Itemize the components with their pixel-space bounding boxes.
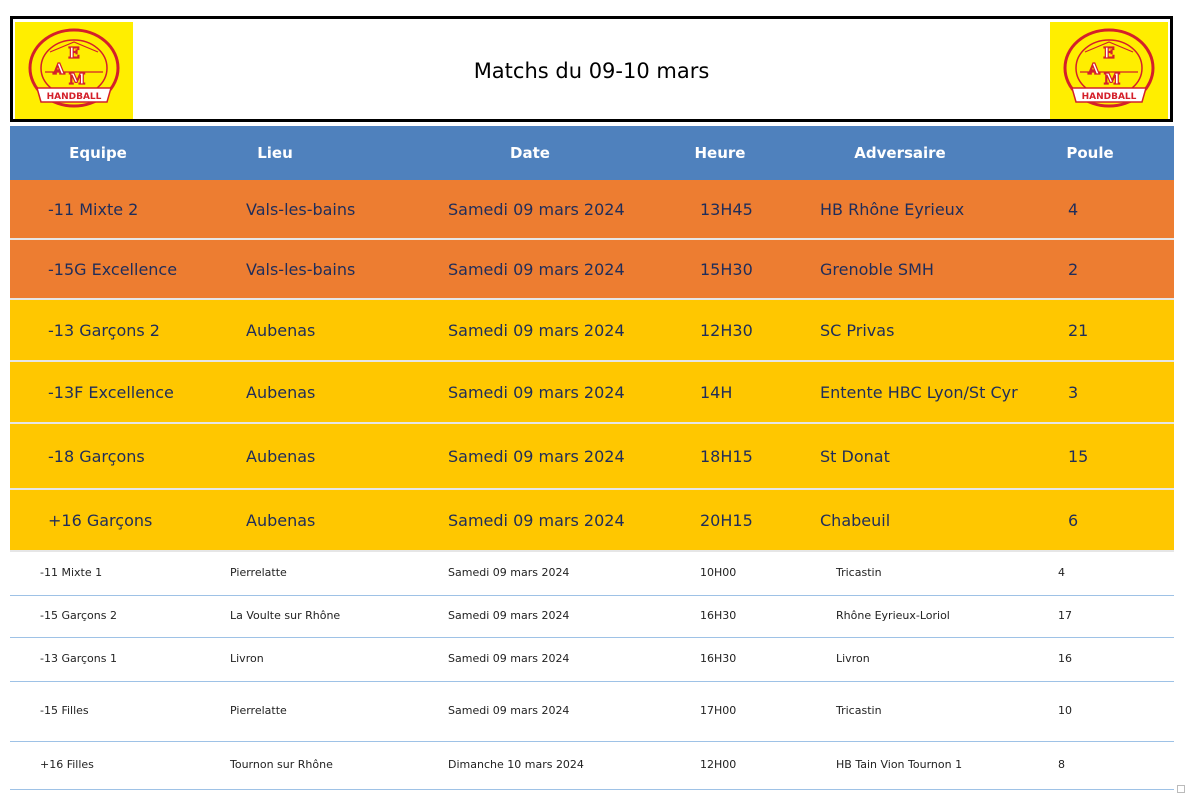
table-row: -15 Filles Pierrelatte Samedi 09 mars 2024… [10,682,1174,742]
table-row: -15G Excellence Vals-les-bains Samedi 09 m… [10,240,1174,300]
cell-adversaire: St Donat [820,447,890,466]
cell-adversaire: Tricastin [836,704,882,717]
cell-lieu: Vals-les-bains [246,260,356,279]
table-row: -13F Excellence Aubenas Samedi 09 mars 202… [10,362,1174,424]
cell-date: Samedi 09 mars 2024 [448,200,625,219]
cell-adversaire: Livron [836,652,870,665]
cell-adversaire: Entente HBC Lyon/St Cyr [820,383,1018,402]
column-header-poule: Poule [1066,144,1114,162]
column-header-date: Date [510,144,550,162]
cell-date: Samedi 09 mars 2024 [448,321,625,340]
cell-equipe: -15 Garçons 2 [40,609,117,622]
cell-equipe: -13 Garçons 2 [48,321,160,340]
cell-lieu: Tournon sur Rhône [230,758,333,771]
cell-poule: 8 [1058,758,1065,771]
cell-adversaire: HB Rhône Eyrieux [820,200,965,219]
cell-date: Samedi 09 mars 2024 [448,511,625,530]
cell-lieu: Aubenas [246,321,316,340]
cell-equipe: -15 Filles [40,704,89,717]
svg-text:E: E [1103,44,1114,62]
cell-heure: 12H00 [700,758,737,771]
cell-equipe: +16 Garçons [48,511,153,530]
page-title: Matchs du 09-10 mars [473,59,710,83]
cell-lieu: Aubenas [246,383,316,402]
cell-poule: 4 [1058,566,1065,579]
cell-equipe: -11 Mixte 2 [48,200,139,219]
svg-text:A: A [52,60,65,78]
cell-heure: 16H30 [700,609,737,622]
column-header-equipe: Equipe [69,144,127,162]
svg-text:A: A [1087,60,1100,78]
table-row: -11 Mixte 1 Pierrelatte Samedi 09 mars 202… [10,552,1174,596]
column-header-lieu: Lieu [257,144,293,162]
cell-equipe: -15G Excellence [48,260,178,279]
cell-date: Dimanche 10 mars 2024 [448,758,584,771]
cell-equipe: -11 Mixte 1 [40,566,103,579]
table-row: +16 Filles Tournon sur Rhône Dimanche 10 m… [10,742,1174,790]
cell-lieu: Pierrelatte [230,704,287,717]
cell-lieu: Livron [230,652,264,665]
svg-text:M: M [69,70,86,88]
cell-lieu: Aubenas [246,511,316,530]
cell-lieu: La Voulte sur Rhône [230,609,341,622]
matches-table: Equipe Lieu Date Heure Adversaire Poule … [10,126,1174,790]
table-row: -13 Garçons 1 Livron Samedi 09 mars 2024 16… [10,638,1174,682]
cell-date: Samedi 09 mars 2024 [448,447,625,466]
table-row: -13 Garçons 2 Aubenas Samedi 09 mars 2024 1… [10,300,1174,362]
cell-poule: 4 [1068,200,1079,219]
table-row: +16 Garçons Aubenas Samedi 09 mars 2024 20H… [10,490,1174,552]
svg-text:M: M [1104,70,1121,88]
table-row: -11 Mixte 2 Vals-les-bains Samedi 09 mars … [10,180,1174,240]
cell-heure: 13H45 [700,200,753,219]
cell-heure: 12H30 [700,321,753,340]
cell-lieu: Pierrelatte [230,566,287,579]
table-row: -18 Garçons Aubenas Samedi 09 mars 2024 18H… [10,424,1174,490]
cell-poule: 16 [1058,652,1072,665]
cell-date: Samedi 09 mars 2024 [448,383,625,402]
cell-equipe: -18 Garçons [48,447,145,466]
club-logo-left: E A M HANDBALL [15,22,133,119]
cell-equipe: +16 Filles [40,758,94,771]
cell-adversaire: Chabeuil [820,511,891,530]
cell-date: Samedi 09 mars 2024 [448,260,625,279]
cell-equipe: -13F Excellence [48,383,174,402]
cell-poule: 10 [1058,704,1072,717]
cell-heure: 16H30 [700,652,737,665]
table-header-row: Equipe Lieu Date Heure Adversaire Poule [10,126,1174,180]
cell-heure: 20H15 [700,511,753,530]
cell-poule: 3 [1068,383,1079,402]
cell-adversaire: Tricastin [836,566,882,579]
cell-adversaire: SC Privas [820,321,895,340]
cell-heure: 15H30 [700,260,753,279]
cell-poule: 15 [1068,447,1089,466]
cell-poule: 21 [1068,321,1089,340]
cell-date: Samedi 09 mars 2024 [448,609,570,622]
cell-lieu: Aubenas [246,447,316,466]
cell-heure: 10H00 [700,566,737,579]
cell-date: Samedi 09 mars 2024 [448,704,570,717]
table-body: -11 Mixte 2 Vals-les-bains Samedi 09 mars … [10,180,1174,790]
cell-heure: 17H00 [700,704,737,717]
svg-text:HANDBALL: HANDBALL [47,92,102,102]
cell-lieu: Vals-les-bains [246,200,356,219]
cell-poule: 17 [1058,609,1072,622]
cell-equipe: -13 Garçons 1 [40,652,117,665]
club-logo-right: E A M HANDBALL [1050,22,1168,119]
page-corner-marker [1177,785,1185,793]
svg-text:E: E [68,44,79,62]
cell-adversaire: Rhône Eyrieux-Loriol [836,609,950,622]
header-banner: E A M HANDBALL Matchs du 09-10 mars E A M HAND… [10,16,1173,122]
table-row: -15 Garçons 2 La Voulte sur Rhône Samedi 0… [10,596,1174,638]
column-header-adversaire: Adversaire [854,144,946,162]
svg-text:HANDBALL: HANDBALL [1082,92,1137,102]
cell-adversaire: HB Tain Vion Tournon 1 [836,758,963,771]
cell-date: Samedi 09 mars 2024 [448,652,570,665]
cell-heure: 18H15 [700,447,753,466]
column-header-heure: Heure [694,144,746,162]
cell-poule: 6 [1068,511,1079,530]
cell-date: Samedi 09 mars 2024 [448,566,570,579]
cell-poule: 2 [1068,260,1079,279]
cell-adversaire: Grenoble SMH [820,260,934,279]
cell-heure: 14H [700,383,733,402]
